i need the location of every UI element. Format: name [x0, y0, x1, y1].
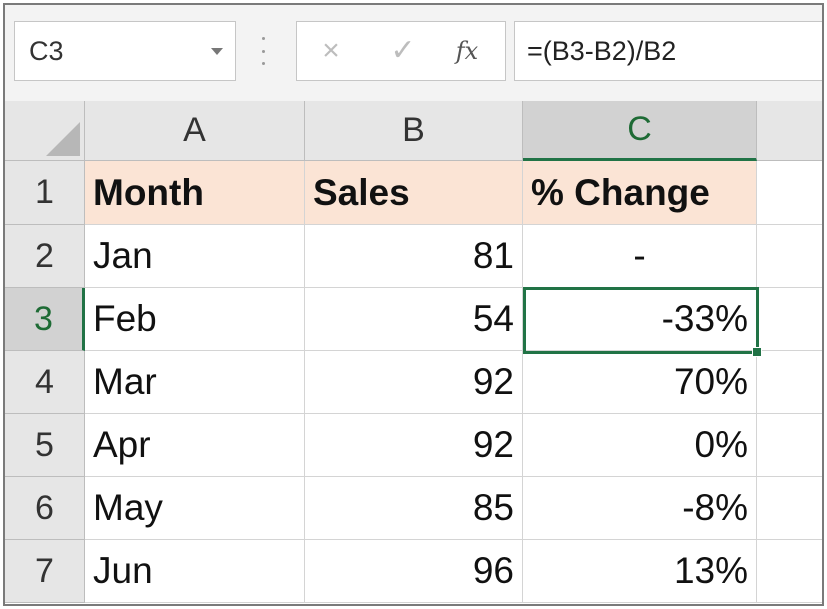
cancel-icon[interactable]: ×	[322, 34, 340, 67]
enter-icon[interactable]: ✓	[390, 34, 416, 67]
row-header-6[interactable]: 6	[5, 477, 85, 540]
row-header-5[interactable]: 5	[5, 414, 85, 477]
chevron-down-icon[interactable]	[211, 48, 223, 55]
row-header-2[interactable]: 2	[5, 225, 85, 288]
formula-text: =(B3-B2)/B2	[527, 36, 677, 66]
row-header-1[interactable]: 1	[5, 161, 85, 225]
drag-handle-icon[interactable]	[261, 37, 265, 65]
worksheet-grid: A B C 1 Month Sales % Change 2 Jan 81 - …	[5, 101, 822, 603]
cell-d6[interactable]	[757, 477, 822, 540]
cell-a4[interactable]: Mar	[85, 351, 305, 414]
column-header-c[interactable]: C	[523, 101, 757, 161]
cell-c6[interactable]: -8%	[523, 477, 757, 540]
formula-bar: C3 × ✓ fx =(B3-B2)/B2	[5, 5, 822, 102]
cell-d5[interactable]	[757, 414, 822, 477]
cell-a3[interactable]: Feb	[85, 288, 305, 351]
cell-b3[interactable]: 54	[305, 288, 523, 351]
cell-b4[interactable]: 92	[305, 351, 523, 414]
cell-d4[interactable]	[757, 351, 822, 414]
cell-c7[interactable]: 13%	[523, 540, 757, 603]
cell-a2[interactable]: Jan	[85, 225, 305, 288]
cell-b2[interactable]: 81	[305, 225, 523, 288]
cell-d7[interactable]	[757, 540, 822, 603]
column-header-a[interactable]: A	[85, 101, 305, 161]
column-header-b[interactable]: B	[305, 101, 523, 161]
cell-c3[interactable]: -33%	[523, 288, 757, 351]
row-header-7[interactable]: 7	[5, 540, 85, 603]
row-header-4[interactable]: 4	[5, 351, 85, 414]
cell-c2[interactable]: -	[523, 225, 757, 288]
row-header-3[interactable]: 3	[5, 288, 85, 351]
cell-c1[interactable]: % Change	[523, 161, 757, 225]
cell-a6[interactable]: May	[85, 477, 305, 540]
name-box[interactable]: C3	[14, 21, 236, 81]
cell-c5[interactable]: 0%	[523, 414, 757, 477]
spreadsheet-window: C3 × ✓ fx =(B3-B2)/B2 A B C 1 Month Sale…	[3, 3, 824, 606]
name-box-value: C3	[29, 36, 64, 66]
cell-b6[interactable]: 85	[305, 477, 523, 540]
cell-d1[interactable]	[757, 161, 822, 225]
cell-a5[interactable]: Apr	[85, 414, 305, 477]
select-all-corner[interactable]	[5, 101, 85, 161]
cell-b1[interactable]: Sales	[305, 161, 523, 225]
cell-b5[interactable]: 92	[305, 414, 523, 477]
insert-function-icon[interactable]: fx	[455, 37, 479, 65]
cell-b7[interactable]: 96	[305, 540, 523, 603]
formula-input[interactable]: =(B3-B2)/B2	[514, 21, 822, 81]
column-header-d[interactable]	[757, 101, 822, 161]
cell-a7[interactable]: Jun	[85, 540, 305, 603]
cell-d3[interactable]	[757, 288, 822, 351]
cell-a1[interactable]: Month	[85, 161, 305, 225]
cell-d2[interactable]	[757, 225, 822, 288]
formula-buttons: × ✓ fx	[296, 21, 506, 81]
cell-c4[interactable]: 70%	[523, 351, 757, 414]
